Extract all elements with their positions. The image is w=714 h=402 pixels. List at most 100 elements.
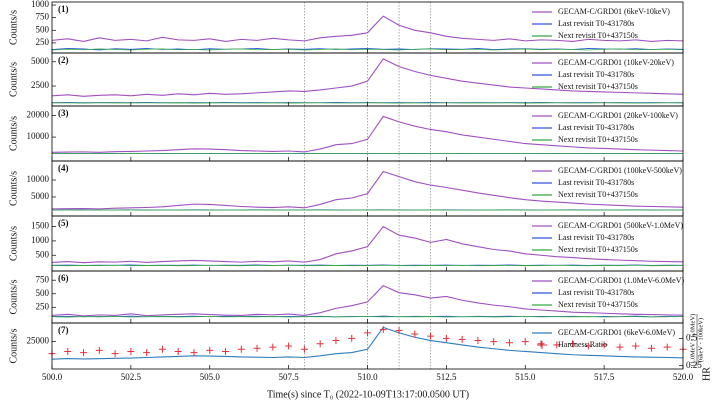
hr-marker [269,343,277,351]
legend-label: Last revisit T0-431780s [558,70,634,79]
legend-label: Last revisit T0-431780s [558,123,634,132]
panel-label: (3) [58,108,69,118]
hr-marker [206,346,214,354]
y-axis-label: Counts/s [8,328,19,363]
hr-marker [348,334,356,342]
x-tick-label: 507.5 [279,372,300,382]
legend-label: Last revisit T0-431780s [558,178,634,187]
y-tick-label: 1500 [31,221,50,231]
legend-label: GECAM-C/GRD01 (10keV-20keV) [558,58,674,67]
hr-marker [95,346,103,354]
y2-tick-label: 0.5 [686,332,698,342]
x-tick-label: 517.5 [594,372,615,382]
legend-label: GECAM-C/GRD01 (1.0MeV-6.0MeV) [558,276,684,285]
y2-tick-label: 0.25 [686,360,702,370]
hr-marker [300,345,308,353]
x-tick-label: 500.0 [42,372,63,382]
y-tick-label: 10000 [27,174,50,184]
x-tick-label: 505.0 [200,372,221,382]
series-line [51,225,684,264]
y-tick-label: 2500 [31,80,50,90]
panel-label: (5) [58,218,69,228]
hr-marker [143,349,151,357]
hr-marker [537,340,545,348]
hr-marker [663,343,671,351]
hr-marker [600,341,608,349]
hr-marker [253,344,261,352]
legend-label: Next revisit T0+437150s [558,31,638,40]
legend-label: Next revisit T0+437150s [558,245,638,254]
y2-axis-label: HR [701,367,712,381]
series-line [51,170,684,210]
hr-marker [395,327,403,335]
hr-marker [237,345,245,353]
legend-label: Next revisit T0+437150s [558,190,638,199]
legend-label: Hardness Ratio [558,340,607,349]
legend-label: Next revisit T0+437150s [558,82,638,91]
y-tick-label: 5000 [31,56,50,66]
y2-label-den: (6keV - 100keV) [697,318,704,362]
legend-label: GECAM-C/GRD01 (6keV-10keV) [558,7,670,16]
hr-marker [190,349,198,357]
legend-label: Last revisit T0-431780s [558,288,634,297]
legend-label: Last revisit T0-431780s [558,233,634,242]
hr-marker [521,338,529,346]
y-tick-label: 20000 [27,109,50,119]
series-line [51,284,684,317]
y-tick-label: 1000 [31,235,50,245]
y-axis-label: Counts/s [8,62,19,97]
y-tick-label: 750 [36,274,50,284]
series-line [51,316,684,318]
y-tick-label: 250 [36,301,50,311]
legend-label: Last revisit T0-431780s [558,19,634,28]
legend-label: GECAM-C/GRD01 (500keV-1.0MeV) [558,221,683,230]
hr-marker [111,350,119,358]
y-tick-label: 500 [36,249,50,259]
hr-marker [411,330,419,338]
y-tick-label: 500 [36,288,50,298]
hr-marker [379,326,387,334]
legend-marker [537,341,547,349]
hr-marker [427,332,435,340]
y-tick-label: 10000 [27,131,50,141]
x-tick-label: 515.0 [515,372,536,382]
y-tick-label: 250 [36,37,50,47]
y-axis-label: Counts/s [8,226,19,261]
hr-marker [616,343,624,351]
hr-marker [174,347,182,355]
hr-marker [127,347,135,355]
x-tick-label: 520.0 [673,372,694,382]
hr-marker [316,340,324,348]
hr-marker [458,335,466,343]
legend-label: GECAM-C/GRD01 (100keV-500keV) [558,166,682,175]
hr-marker [632,342,640,350]
hr-marker [474,337,482,345]
panel-label: (7) [58,325,69,335]
panel-label: (4) [58,163,69,173]
panel-label: (2) [58,55,69,65]
hr-marker [332,337,340,345]
y-axis-label: Counts/s [8,171,19,206]
y-tick-label: 25000 [27,336,50,346]
hr-marker [285,342,293,350]
y-axis-label: Counts/s [8,10,19,45]
hr-marker [158,345,166,353]
panel-label: (6) [58,273,69,283]
x-tick-label: 502.5 [121,372,142,382]
hr-marker [490,338,498,346]
x-tick-label: 512.5 [436,372,457,382]
y-axis-label: Counts/s [8,279,19,314]
hr-marker [222,347,230,355]
series-line [51,58,684,97]
x-tick-label: 510.0 [357,372,378,382]
hr-marker [553,341,561,349]
y-tick-label: 5000 [31,191,50,201]
series-line [51,15,684,42]
hr-marker [80,349,88,357]
hr-marker [364,329,371,337]
y2-label-num: (1.0MeV - 6.0MeV) [689,314,696,367]
series-line [51,115,684,153]
series-line [51,326,684,360]
legend-label: Next revisit T0+437150s [558,135,638,144]
